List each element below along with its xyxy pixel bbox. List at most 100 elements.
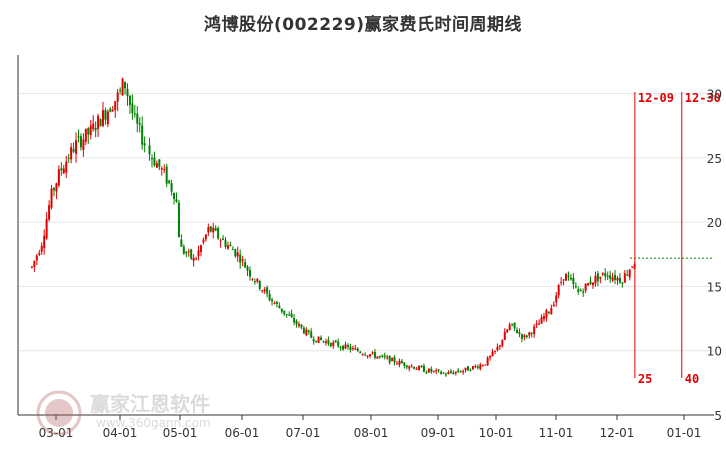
candle-up bbox=[498, 345, 501, 347]
candle-up bbox=[43, 235, 46, 249]
candle-up bbox=[101, 110, 104, 126]
candle-down bbox=[234, 249, 237, 257]
candle-down bbox=[525, 335, 528, 338]
candle-up bbox=[376, 356, 379, 359]
x-tick-label: 09-01 bbox=[421, 426, 456, 440]
candle-up bbox=[366, 355, 369, 357]
candle-down bbox=[437, 369, 440, 371]
candle-up bbox=[344, 344, 347, 349]
candle-down bbox=[133, 113, 136, 115]
candle-down bbox=[143, 143, 146, 146]
candle-up bbox=[496, 346, 499, 351]
candle-up bbox=[204, 234, 207, 240]
candle-up bbox=[62, 168, 65, 174]
candle-down bbox=[302, 327, 305, 334]
candle-down bbox=[337, 341, 340, 347]
candle-up bbox=[545, 309, 548, 318]
y-tick-label: 5 bbox=[714, 409, 722, 423]
candle-down bbox=[124, 81, 127, 89]
overlays: 12-09 25 12-30 40 bbox=[630, 91, 721, 386]
candle-up bbox=[462, 370, 465, 373]
candle-up bbox=[555, 295, 558, 303]
candle-down bbox=[170, 183, 173, 192]
candle-down bbox=[457, 370, 460, 372]
candle-down bbox=[381, 355, 384, 357]
candle-up bbox=[447, 372, 450, 374]
candle-down bbox=[604, 273, 607, 277]
candle-down bbox=[342, 345, 345, 350]
candle-up bbox=[410, 366, 413, 368]
candle-down bbox=[359, 351, 362, 353]
candle-up bbox=[297, 323, 300, 326]
candle-down bbox=[329, 342, 332, 347]
candle-down bbox=[280, 308, 283, 312]
candle-up bbox=[533, 326, 536, 335]
candle-up bbox=[48, 205, 51, 220]
candle-down bbox=[222, 238, 225, 240]
candle-up bbox=[241, 259, 244, 261]
candle-down bbox=[547, 311, 550, 313]
candle-up bbox=[57, 169, 60, 186]
candle-down bbox=[229, 244, 232, 246]
candle-down bbox=[119, 90, 122, 92]
candle-down bbox=[582, 291, 585, 293]
candle-down bbox=[173, 192, 176, 199]
candle-up bbox=[508, 324, 511, 330]
candle-down bbox=[268, 293, 271, 301]
candle-up bbox=[256, 278, 259, 282]
x-tick-label: 10-01 bbox=[479, 426, 514, 440]
candle-down bbox=[349, 346, 352, 350]
candle-up bbox=[236, 252, 239, 257]
candle-down bbox=[425, 372, 428, 374]
candle-down bbox=[246, 266, 249, 271]
candle-up bbox=[540, 317, 543, 324]
candle-down bbox=[271, 299, 274, 302]
candle-down bbox=[67, 157, 70, 159]
candle-down bbox=[469, 369, 472, 371]
candle-down bbox=[150, 158, 153, 160]
candle-down bbox=[278, 305, 281, 309]
candle-up bbox=[84, 128, 87, 142]
candle-up bbox=[628, 269, 631, 278]
candle-up bbox=[418, 366, 421, 370]
candle-up bbox=[38, 252, 41, 255]
candle-up bbox=[116, 92, 119, 102]
candle-up bbox=[398, 360, 401, 365]
candle-down bbox=[459, 371, 462, 373]
candle-up bbox=[369, 354, 372, 357]
candle-down bbox=[290, 313, 293, 318]
candle-down bbox=[589, 281, 592, 285]
candle-down bbox=[440, 371, 443, 374]
x-tick-label: 07-01 bbox=[286, 426, 321, 440]
candle-down bbox=[513, 322, 516, 329]
candle-down bbox=[283, 310, 286, 314]
candle-down bbox=[378, 356, 381, 358]
candle-down bbox=[253, 281, 256, 283]
candle-down bbox=[572, 277, 575, 285]
candle-down bbox=[609, 275, 612, 279]
candle-up bbox=[464, 367, 467, 371]
candle-up bbox=[317, 336, 320, 343]
time-cycle-date-label: 12-30 bbox=[685, 91, 721, 105]
y-tick-label: 10 bbox=[707, 345, 722, 359]
candle-down bbox=[373, 352, 376, 358]
candle-up bbox=[552, 304, 555, 307]
candle-down bbox=[136, 113, 139, 124]
candle-up bbox=[550, 307, 553, 315]
candle-up bbox=[33, 260, 36, 267]
candle-down bbox=[295, 320, 298, 325]
y-tick-label: 30 bbox=[707, 88, 722, 102]
x-tick-label: 08-01 bbox=[354, 426, 389, 440]
candle-down bbox=[520, 334, 523, 339]
candle-up bbox=[501, 340, 504, 347]
x-tick-label: 12-01 bbox=[600, 426, 635, 440]
candle-up bbox=[623, 273, 626, 283]
candle-up bbox=[273, 303, 276, 305]
candle-up bbox=[351, 347, 354, 349]
candle-up bbox=[491, 351, 494, 357]
candle-up bbox=[65, 161, 68, 173]
time-cycle-count-label: 40 bbox=[685, 372, 699, 386]
candle-down bbox=[175, 199, 178, 202]
candle-down bbox=[288, 314, 291, 316]
candle-down bbox=[420, 365, 423, 368]
